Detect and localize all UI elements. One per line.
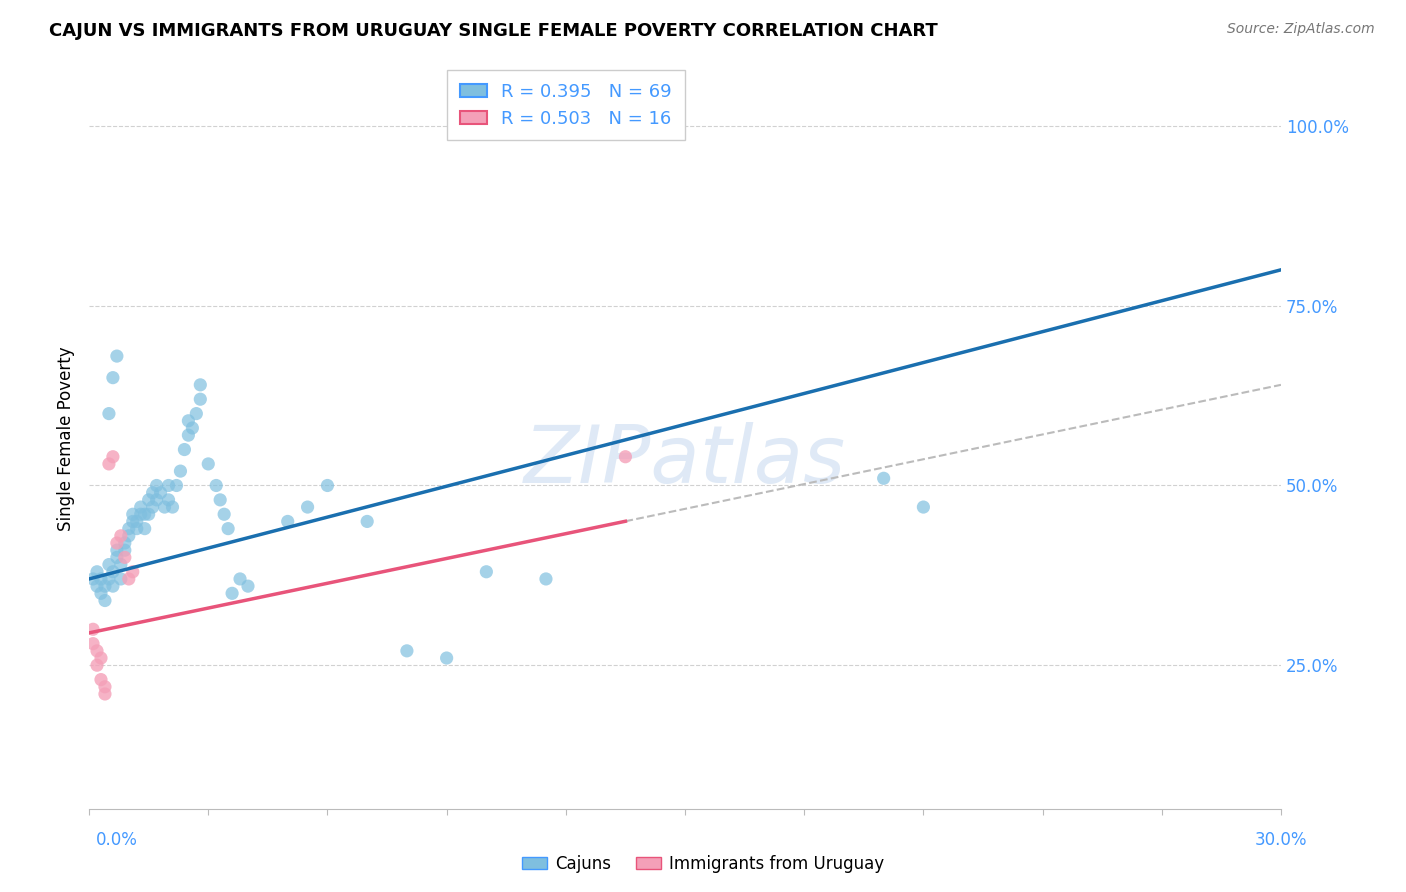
Point xyxy=(97,558,120,572)
Point xyxy=(90,651,112,665)
Point xyxy=(121,508,143,522)
Point xyxy=(97,572,120,586)
Text: ZIPatlas: ZIPatlas xyxy=(524,422,846,500)
Point xyxy=(90,572,112,586)
Point xyxy=(101,450,124,464)
Point xyxy=(142,500,165,514)
Point xyxy=(186,407,208,421)
Point xyxy=(205,478,228,492)
Point xyxy=(97,407,120,421)
Legend: R = 0.395   N = 69, R = 0.503   N = 16: R = 0.395 N = 69, R = 0.503 N = 16 xyxy=(447,70,685,140)
Point xyxy=(475,565,498,579)
Point xyxy=(105,536,128,550)
Y-axis label: Single Female Poverty: Single Female Poverty xyxy=(58,346,75,531)
Point xyxy=(118,522,141,536)
Point xyxy=(145,492,167,507)
Point xyxy=(229,572,252,586)
Point xyxy=(82,637,104,651)
Point xyxy=(90,673,112,687)
Point xyxy=(436,651,458,665)
Point xyxy=(872,471,894,485)
Legend: Cajuns, Immigrants from Uruguay: Cajuns, Immigrants from Uruguay xyxy=(515,848,891,880)
Point xyxy=(129,508,152,522)
Point xyxy=(129,500,152,514)
Point xyxy=(86,579,108,593)
Text: 0.0%: 0.0% xyxy=(96,831,138,849)
Point xyxy=(97,457,120,471)
Point xyxy=(157,492,180,507)
Point xyxy=(114,550,136,565)
Point xyxy=(125,522,148,536)
Point xyxy=(614,450,637,464)
Point xyxy=(912,500,935,514)
Point xyxy=(177,414,200,428)
Point xyxy=(356,515,378,529)
Text: CAJUN VS IMMIGRANTS FROM URUGUAY SINGLE FEMALE POVERTY CORRELATION CHART: CAJUN VS IMMIGRANTS FROM URUGUAY SINGLE … xyxy=(49,22,938,40)
Point xyxy=(149,485,172,500)
Point xyxy=(212,508,235,522)
Point xyxy=(94,680,117,694)
Point xyxy=(101,579,124,593)
Point xyxy=(188,392,211,407)
Point xyxy=(217,522,239,536)
Point xyxy=(166,478,188,492)
Point xyxy=(277,515,299,529)
Text: 30.0%: 30.0% xyxy=(1256,831,1308,849)
Point xyxy=(105,349,128,363)
Point xyxy=(188,377,211,392)
Point xyxy=(105,550,128,565)
Point xyxy=(94,593,117,607)
Point xyxy=(125,515,148,529)
Point xyxy=(145,478,167,492)
Point xyxy=(221,586,243,600)
Point xyxy=(236,579,259,593)
Point xyxy=(138,508,160,522)
Point xyxy=(105,543,128,558)
Point xyxy=(121,515,143,529)
Point xyxy=(110,529,132,543)
Point xyxy=(181,421,204,435)
Point xyxy=(134,522,156,536)
Point xyxy=(118,572,141,586)
Point xyxy=(114,543,136,558)
Text: Source: ZipAtlas.com: Source: ZipAtlas.com xyxy=(1227,22,1375,37)
Point xyxy=(169,464,191,478)
Point xyxy=(209,492,232,507)
Point xyxy=(94,687,117,701)
Point xyxy=(86,644,108,658)
Point xyxy=(142,485,165,500)
Point xyxy=(90,586,112,600)
Point xyxy=(110,572,132,586)
Point xyxy=(118,529,141,543)
Point xyxy=(114,536,136,550)
Point xyxy=(82,622,104,636)
Point xyxy=(297,500,319,514)
Point xyxy=(94,579,117,593)
Point xyxy=(395,644,418,658)
Point xyxy=(177,428,200,442)
Point xyxy=(173,442,195,457)
Point xyxy=(197,457,219,471)
Point xyxy=(316,478,339,492)
Point xyxy=(534,572,557,586)
Point xyxy=(162,500,184,514)
Point xyxy=(121,565,143,579)
Point xyxy=(157,478,180,492)
Point xyxy=(101,370,124,384)
Point xyxy=(110,558,132,572)
Point xyxy=(153,500,176,514)
Point xyxy=(138,492,160,507)
Point xyxy=(82,572,104,586)
Point xyxy=(134,508,156,522)
Point xyxy=(101,565,124,579)
Point xyxy=(86,565,108,579)
Point xyxy=(86,658,108,673)
